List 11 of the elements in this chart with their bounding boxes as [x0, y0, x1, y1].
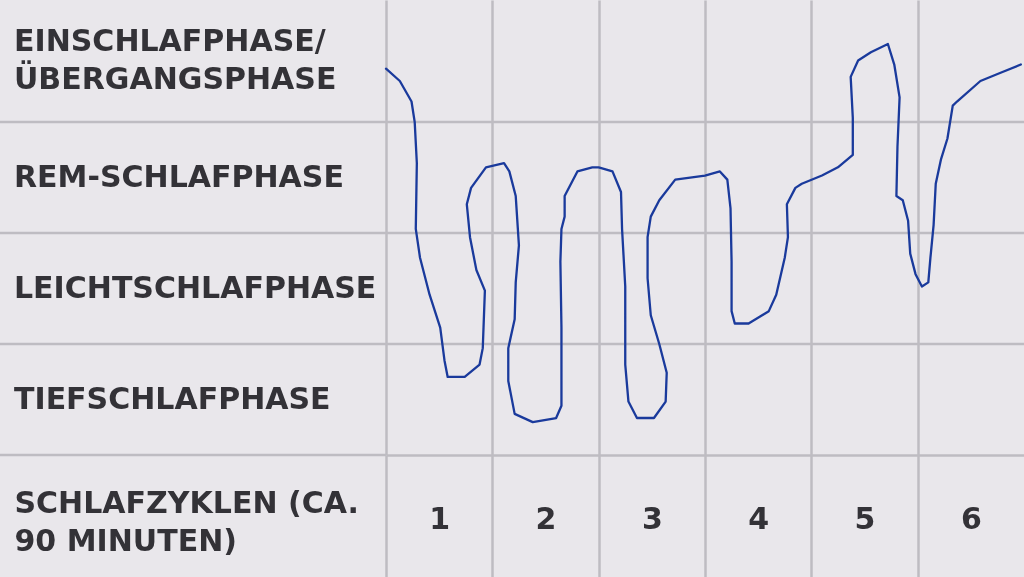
x-tick-label: 2 [535, 500, 557, 536]
text: REM-SCHLAFPHASE [14, 158, 344, 194]
x-tick-label: 3 [641, 500, 663, 536]
x-tick-label: 6 [960, 500, 982, 536]
text: LEICHTSCHLAFPHASE [14, 269, 377, 305]
text: EINSCHLAFPHASE/ÜBERGANGSPHASE [14, 23, 337, 97]
x-tick-label: 4 [748, 500, 770, 536]
x-tick-label: 1 [429, 500, 451, 536]
x-axis-title: SCHLAFZYKLEN (CA. 90 MINUTEN) [14, 484, 359, 558]
x-tick-label: 5 [854, 500, 876, 536]
text: TIEFSCHLAFPHASE [14, 380, 331, 416]
